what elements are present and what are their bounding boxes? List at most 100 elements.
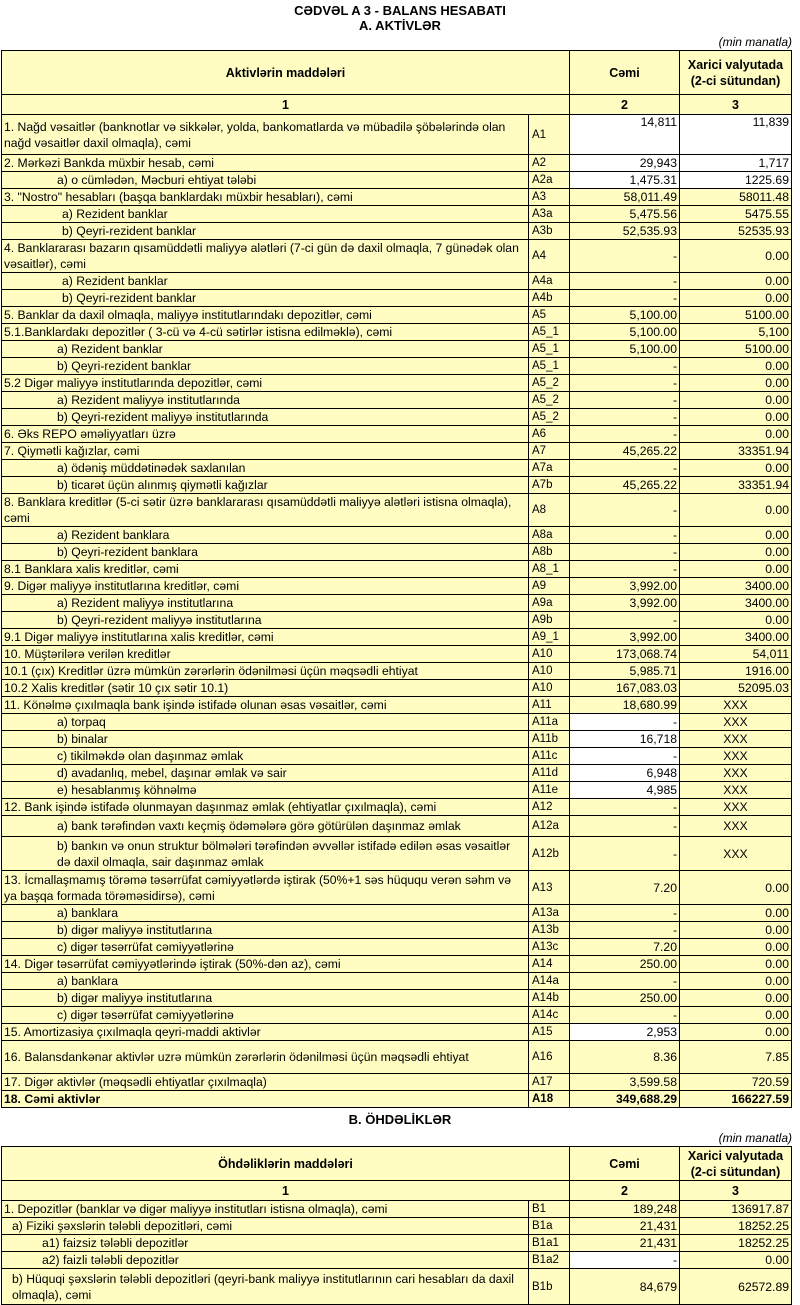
row-total: 5,100.00 — [569, 323, 680, 341]
table-row: 10.2 Xalis kreditlər (sətir 10 çıx sətir… — [1, 679, 792, 697]
row-label: a) Rezident banklar — [1, 205, 529, 223]
row-total: 3,992.00 — [569, 628, 680, 646]
table-row: a) bank tərəfindən vaxtı keçmiş ödəmələr… — [1, 815, 792, 837]
row-fx: 5100.00 — [679, 306, 792, 324]
row-total: - — [569, 611, 680, 629]
table-row: b) Qeyri-rezident banklar A5_1-0.00 — [1, 357, 792, 375]
row-fx: 0.00 — [679, 1006, 792, 1024]
row-code: A9a — [528, 594, 570, 612]
table-row: a) Rezident banklar A3a 5,475.56 5475.55 — [1, 205, 792, 223]
table-row: a) torpaq A11a - XXX — [1, 713, 792, 731]
row-total: 58,011.49 — [569, 188, 680, 206]
row-code: A10 — [528, 645, 570, 663]
row-code: A7a — [528, 459, 570, 477]
row-total: - — [569, 543, 680, 561]
row-code: A15 — [528, 1023, 570, 1041]
row-code: A6 — [528, 425, 570, 443]
row-code: A8b — [528, 543, 570, 561]
table-row: 10. Müştərilərə verilən kreditlər A10 173,… — [1, 645, 792, 663]
row-label: 17. Digər aktivlər (məqsədli ehtiyatlar … — [1, 1073, 529, 1091]
row-fx: 0.00 — [679, 611, 792, 629]
table-row: a) Fiziki şəxslərin tələbli depozitləri,… — [1, 1217, 793, 1235]
row-code: A4a — [528, 272, 570, 290]
row-code: A9b — [528, 611, 570, 629]
row-total: 250.00 — [569, 989, 680, 1007]
table-row: b) Qeyri-rezident maliyyə institutlarına… — [1, 611, 792, 629]
row-total: - — [569, 1251, 681, 1269]
row-label: a) Rezident maliyyə institutlarında — [1, 391, 529, 409]
row-total: 18,680.99 — [569, 696, 680, 714]
row-code: A11 — [528, 696, 570, 714]
row-total: 173,068.74 — [569, 645, 680, 663]
row-code: A11b — [528, 730, 570, 748]
row-label: b) Qeyri-rezident maliyyə institutlarına — [1, 611, 529, 629]
row-total: - — [569, 815, 680, 837]
row-total: - — [569, 526, 680, 544]
row-code: A16 — [528, 1040, 570, 1074]
row-code: A12 — [528, 798, 570, 816]
row-label: b) Qeyri-rezident banklar — [1, 289, 529, 307]
row-total: 21,431 — [569, 1217, 681, 1235]
table-row: 5.2 Digər maliyyə institutlarında depozi… — [1, 374, 792, 392]
table-row: b) ticarət üçün alınmış qiymətli kağızla… — [1, 476, 792, 494]
row-fx: 3400.00 — [679, 594, 792, 612]
row-fx: 0.00 — [679, 560, 792, 578]
row-total: 21,431 — [569, 1234, 681, 1252]
row-code: A8_1 — [528, 560, 570, 578]
row-fx: 7.85 — [679, 1040, 792, 1074]
row-fx: 0.00 — [679, 904, 792, 922]
row-code: A8 — [528, 493, 570, 527]
row-total: 45,265.22 — [569, 442, 680, 460]
row-label: b) Qeyri-rezident banklar — [1, 222, 529, 240]
row-label: b) Qeyri-rezident banklara — [1, 543, 529, 561]
row-total: 45,265.22 — [569, 476, 680, 494]
row-fx: 5,100 — [679, 323, 792, 341]
row-fx: 0.00 — [679, 239, 792, 273]
row-code: B1a2 — [527, 1251, 571, 1269]
header-fx: Xarici valyutada (2-ci sütundan) — [679, 1146, 793, 1181]
row-label: 3. "Nostro" hesabları (başqa banklardakı… — [1, 188, 529, 206]
row-total: 349,688.29 — [569, 1090, 680, 1108]
table-row: c) digər təsərrüfat cəmiyyətlərinə A14c -0… — [1, 1006, 792, 1024]
row-code: A14 — [528, 955, 570, 973]
row-total: - — [569, 374, 680, 392]
row-label: b) Hüquqi şəxslərin tələbli depozitləri … — [1, 1268, 529, 1305]
table-row: 17. Digər aktivlər (məqsədli ehtiyatlar … — [1, 1073, 792, 1091]
table-row: 5.1.Banklardakı depozitlər ( 3-cü və 4-c… — [1, 323, 792, 341]
row-fx: 0.00 — [679, 921, 792, 939]
table-row: b) digər maliyyə institutlarına A14b 250.0… — [1, 989, 792, 1007]
row-code: A5 — [528, 306, 570, 324]
table-row: b) binalar A11b 16,718 XXX — [1, 730, 792, 748]
row-total: - — [569, 272, 680, 290]
table-row: a2) faizli tələbli depozitlər B1a2-0.00 — [1, 1251, 793, 1269]
row-code: A13c — [528, 938, 570, 956]
row-label: c) tikilməkdə olan daşınmaz əmlak — [1, 747, 529, 765]
row-label: 1. Nağd vəsaitlər (banknotlar və sikkələ… — [1, 114, 529, 155]
row-label: 12. Bank işində istifadə olunmayan daşın… — [1, 798, 529, 816]
row-label: 5.2 Digər maliyyə institutlarında depozi… — [1, 374, 529, 392]
row-label: 14. Digər təsərrüfat cəmiyyətlərində işt… — [1, 955, 529, 973]
row-fx: 3400.00 — [679, 577, 792, 595]
row-total: 5,100.00 — [569, 340, 680, 358]
row-total: 2,953 — [569, 1023, 680, 1041]
row-label: a) banklara — [1, 972, 529, 990]
row-label: a) bank tərəfindən vaxtı keçmiş ödəmələr… — [1, 815, 529, 837]
table-row: 15. Amortizasiya çıxılmaqla qeyri-maddi … — [1, 1023, 792, 1041]
row-fx: 5475.55 — [679, 205, 792, 223]
row-code: A3b — [528, 222, 570, 240]
row-total: - — [569, 904, 680, 922]
row-label: c) digər təsərrüfat cəmiyyətlərinə — [1, 1006, 529, 1024]
row-code: A11e — [528, 781, 570, 799]
row-label: 1. Depozitlər (banklar və digər maliyyə … — [1, 1200, 529, 1218]
column-number-2: 2 — [569, 94, 680, 115]
row-code: A11d — [528, 764, 570, 782]
liabilities-rows: 1. Depozitlər (banklar və digər maliyyə … — [1, 1200, 793, 1305]
table-row: a) banklara A14a -0.00 — [1, 972, 792, 990]
column-number-1: 1 — [1, 94, 570, 115]
row-code: A5_2 — [528, 374, 570, 392]
row-code: A3a — [528, 205, 570, 223]
row-total: - — [569, 713, 680, 731]
table-row: a1) faizsiz tələbli depozitlər B1a1 21,431… — [1, 1234, 793, 1252]
row-code: A7 — [528, 442, 570, 460]
row-code: A2a — [528, 171, 570, 189]
